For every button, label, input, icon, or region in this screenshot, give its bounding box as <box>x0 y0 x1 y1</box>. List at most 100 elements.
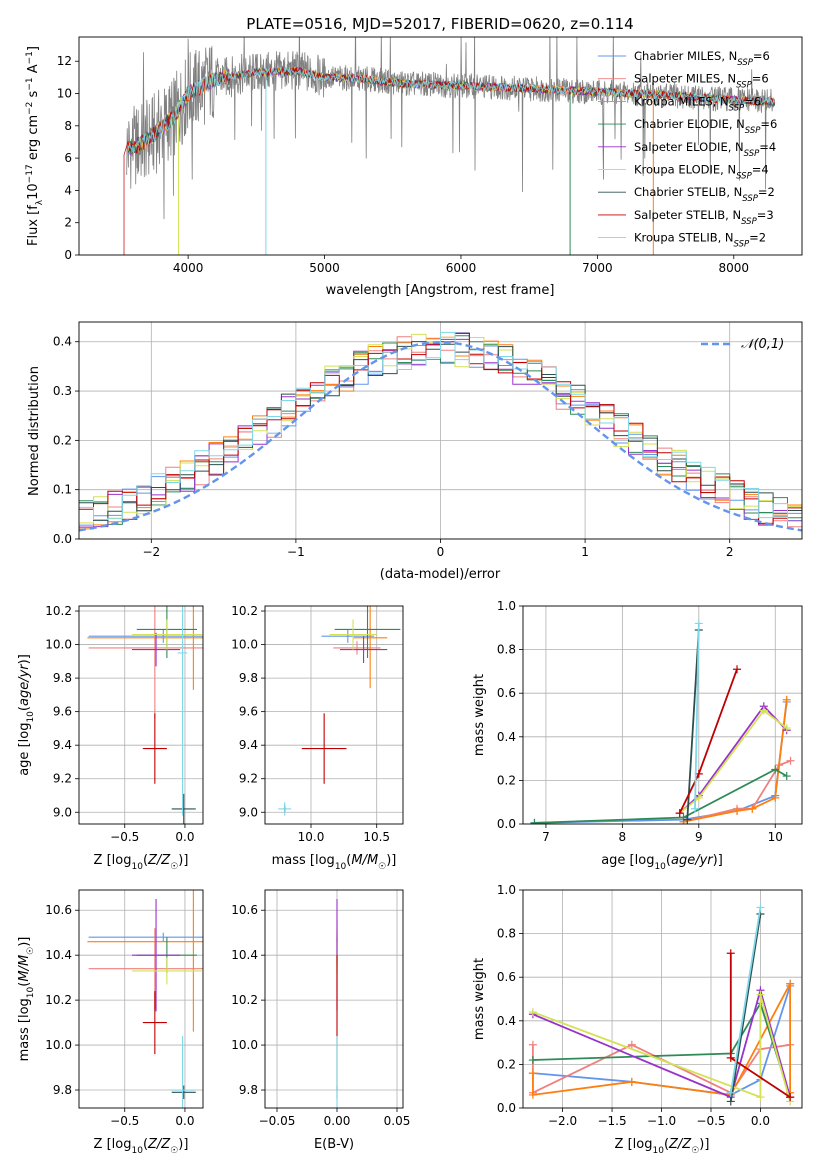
x-tick-label: 0.0 <box>175 1114 194 1128</box>
weight-line-chabrier-elodie <box>534 768 788 824</box>
y-tick-label: 0.4 <box>497 730 516 744</box>
y-tick-label: 9.8 <box>239 1083 258 1097</box>
x-axis-label: Z [log10(Z/Z☉)] <box>94 1137 189 1156</box>
weight-marker-kroupa-miles <box>782 695 791 704</box>
x-axis-label: Z [log10(Z/Z☉)] <box>615 1137 710 1156</box>
y-tick-label: 10.2 <box>231 604 258 618</box>
weight-marker-salpeter-miles <box>528 1040 537 1049</box>
weight-line-chabrier-miles <box>534 701 788 824</box>
weight-marker-chabrier-stelib <box>726 1097 735 1106</box>
weight-marker-salpeter-miles <box>786 756 795 765</box>
x-tick-label: 7000 <box>582 261 613 275</box>
y-tick-label: 9.4 <box>239 738 258 752</box>
legend-entry-chabrier-stelib: Chabrier STELIB, NSSP=2 <box>634 185 775 204</box>
y-axis-label: Normed distribution <box>27 366 42 496</box>
x-axis-label: Z [log10(Z/Z☉)] <box>94 853 189 872</box>
weight-marker-kroupa-miles <box>748 804 757 813</box>
y-tick-label: 10 <box>57 87 72 101</box>
y-axis-label: age [log10(age/yr)] <box>17 654 36 776</box>
y-tick-label: 10.2 <box>45 993 72 1007</box>
weight-marker-kroupa-elodie <box>756 990 765 999</box>
legend-entry-chabrier-miles: Chabrier MILES, NSSP=6 <box>634 49 770 68</box>
y-tick-label: 8 <box>64 119 72 133</box>
y-tick-label: 0.0 <box>53 532 72 546</box>
x-tick-label: −1.5 <box>597 1114 626 1128</box>
y-tick-label: 10.0 <box>231 638 258 652</box>
y-tick-label: 4 <box>64 183 72 197</box>
axes-frame <box>78 36 803 256</box>
y-tick-label: 10.6 <box>231 903 258 917</box>
y-tick-label: 9.0 <box>53 805 72 819</box>
weight-line-kroupa-elodie <box>679 709 788 814</box>
weight-marker-kroupa-elodie <box>528 1008 537 1017</box>
axes-frame <box>522 889 803 1109</box>
weight-marker-kroupa-elodie <box>756 1093 765 1102</box>
y-tick-label: 0.2 <box>497 773 516 787</box>
weight-marker-salpeter-stelib <box>726 949 735 958</box>
y-tick-label: 6 <box>64 151 72 165</box>
weight-line-kroupa-stelib <box>729 907 762 1093</box>
y-tick-label: 0.6 <box>497 686 516 700</box>
weight-marker-kroupa-miles <box>627 1077 636 1086</box>
y-tick-label: 10.4 <box>231 948 258 962</box>
y-tick-label: 0.3 <box>53 384 72 398</box>
y-tick-label: 9.2 <box>53 772 72 786</box>
weight-marker-kroupa-elodie <box>782 724 791 733</box>
panel-weight_vs_Z: −2.0 −1.5 −1.0 −0.5 0.0 0.0 0.2 0.4 0.6 0.8 1.0 Z [… <box>472 883 803 1156</box>
x-tick-label: 0 <box>437 545 445 559</box>
legend-entry-kroupa-elodie: Kroupa ELODIE, NSSP=4 <box>634 163 769 182</box>
x-tick-label: 7 <box>542 830 550 844</box>
observed-spectrum-line <box>126 37 775 220</box>
histogram-kroupa-stelib <box>79 331 802 522</box>
panel-mass_vs_Z: −0.5 0.0 9.8 10.0 10.2 10.4 10.6 Z [log10(Z/Z☉)… <box>17 889 204 1156</box>
x-tick-label: −2 <box>142 545 160 559</box>
x-tick-label: −0.5 <box>696 1114 725 1128</box>
x-tick-label: 5000 <box>309 261 340 275</box>
y-tick-label: 10.0 <box>45 638 72 652</box>
plot-area <box>265 890 403 1108</box>
axes-frame <box>264 605 404 825</box>
y-tick-label: 12 <box>57 54 72 68</box>
weight-line-chabrier-stelib <box>729 913 762 1102</box>
plot-area <box>79 890 203 1108</box>
y-tick-label: 9.8 <box>53 1083 72 1097</box>
y-tick-label: 10.2 <box>231 993 258 1007</box>
y-tick-label: 10.2 <box>45 604 72 618</box>
legend-entry-salpeter-miles: Salpeter MILES, NSSP=6 <box>634 72 769 91</box>
weight-marker-chabrier-stelib <box>683 815 692 824</box>
y-tick-label: 9.4 <box>53 738 72 752</box>
weight-marker-kroupa-miles <box>528 1069 537 1078</box>
spectrum-legend: Chabrier MILES, NSSP=6 Salpeter MILES, NS… <box>598 49 777 250</box>
axes-frame <box>78 321 803 540</box>
y-tick-label: 9.8 <box>53 671 72 685</box>
y-tick-label: 0.2 <box>497 1057 516 1071</box>
weight-marker-kroupa-stelib <box>690 804 699 813</box>
weight-marker-kroupa-stelib <box>726 1088 735 1097</box>
axes-frame <box>522 605 803 825</box>
weight-marker-kroupa-miles <box>771 793 780 802</box>
y-tick-label: 9.6 <box>239 705 258 719</box>
x-tick-label: −1 <box>287 545 305 559</box>
panel-age_vs_mass: 10.0 10.5 9.0 9.2 9.4 9.6 9.8 10.0 10.2 mass [log… <box>231 604 404 872</box>
y-tick-label: 9.6 <box>53 705 72 719</box>
y-tick-label: 0.4 <box>497 1014 516 1028</box>
y-tick-label: 0.8 <box>497 643 516 657</box>
weight-line-kroupa-elodie <box>532 994 791 1102</box>
weight-marker-kroupa-elodie <box>759 706 768 715</box>
y-tick-label: 0.8 <box>497 927 516 941</box>
axes-frame <box>78 605 204 825</box>
axes-frame <box>264 889 404 1109</box>
plot-area <box>265 606 403 824</box>
x-tick-label: 2 <box>726 545 734 559</box>
x-tick-label: −2.0 <box>548 1114 577 1128</box>
y-tick-label: 1.0 <box>497 883 516 897</box>
model-line-kroupa-stelib <box>127 66 776 153</box>
y-tick-label: 10.6 <box>45 903 72 917</box>
weight-marker-kroupa-miles <box>786 979 795 988</box>
figure-title: PLATE=0516, MJD=52017, FIBERID=0620, z=0… <box>246 15 633 33</box>
x-tick-label: 0.0 <box>175 830 194 844</box>
y-axis-label: mass weight <box>472 674 487 756</box>
plot-area <box>523 606 802 824</box>
y-tick-label: 0.6 <box>497 970 516 984</box>
